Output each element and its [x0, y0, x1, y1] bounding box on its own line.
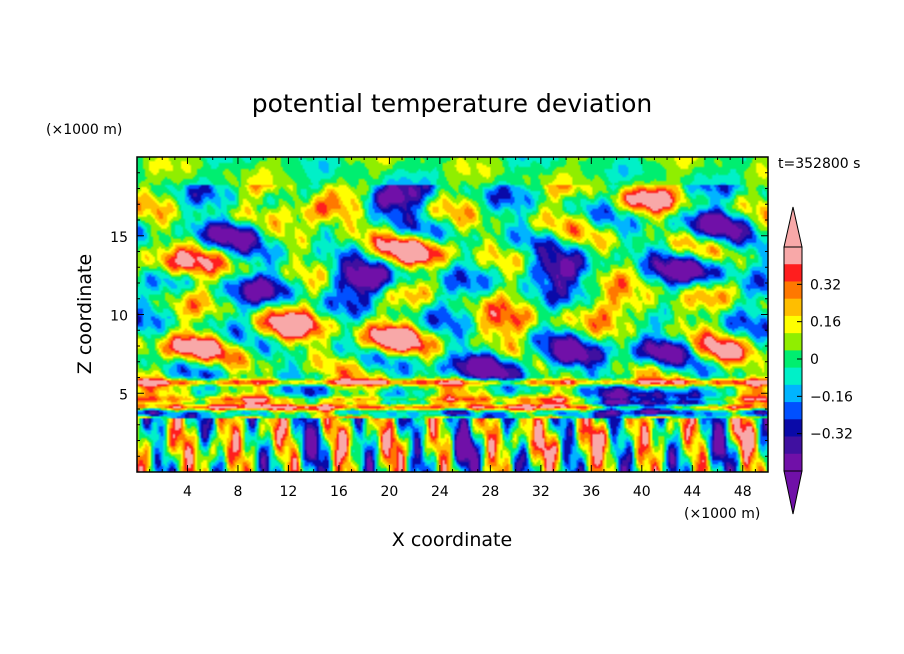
colorbar-tick-label: −0.32 [810, 427, 853, 443]
colorbar-tick-label: 0.32 [810, 277, 841, 293]
colorbar-segment [784, 402, 802, 420]
x-tick-label: 44 [683, 484, 701, 500]
y-axis-unit: (×1000 m) [46, 122, 122, 138]
colorbar-bottom-arrow [783, 470, 803, 515]
x-tick-label: 40 [633, 484, 651, 500]
colorbar-segment [784, 333, 802, 351]
y-axis-label: Z coordinate [74, 254, 96, 374]
y-tick-label: 15 [110, 230, 128, 246]
plot-area [136, 156, 769, 473]
x-tick-label: 20 [380, 484, 398, 500]
contour-field [137, 157, 768, 472]
colorbar-segment [784, 281, 802, 300]
colorbar-segment [784, 264, 802, 282]
time-label: t=352800 s [778, 156, 860, 172]
colorbar-tick-label: −0.16 [810, 389, 853, 405]
x-tick-label: 48 [734, 484, 752, 500]
colorbar-segment [784, 453, 802, 472]
colorbar-segment [784, 367, 802, 386]
colorbar: 0.32 0.16 0 −0.16 −0.32 [783, 206, 853, 515]
chart-title: potential temperature deviation [252, 89, 652, 118]
y-tick-label: 10 [110, 309, 128, 325]
colorbar-segment [784, 350, 802, 369]
x-tick-label: 32 [532, 484, 550, 500]
colorbar-segment [784, 384, 802, 403]
colorbar-tick-label: 0 [810, 352, 819, 368]
x-tick-label: 4 [183, 484, 192, 500]
x-tick-label: 8 [233, 484, 242, 500]
x-axis-unit: (×1000 m) [684, 506, 760, 522]
y-axis-ticks: 5 10 15 [110, 172, 768, 457]
colorbar-tick-label: 0.16 [810, 315, 841, 331]
x-tick-label: 12 [280, 484, 298, 500]
x-axis-ticks: 4 8 12 16 20 24 28 32 36 40 44 48 [149, 157, 756, 500]
colorbar-segment [784, 315, 802, 334]
x-axis-label: X coordinate [392, 529, 512, 551]
colorbar-top-arrow [783, 206, 803, 248]
colorbar-segment [784, 436, 802, 455]
colorbar-segment [784, 419, 802, 437]
x-tick-label: 28 [481, 484, 499, 500]
x-tick-label: 36 [582, 484, 600, 500]
x-tick-label: 16 [330, 484, 348, 500]
colorbar-segment [784, 298, 802, 317]
y-tick-label: 5 [119, 387, 128, 403]
colorbar-segment [784, 247, 802, 265]
x-tick-label: 24 [431, 484, 449, 500]
